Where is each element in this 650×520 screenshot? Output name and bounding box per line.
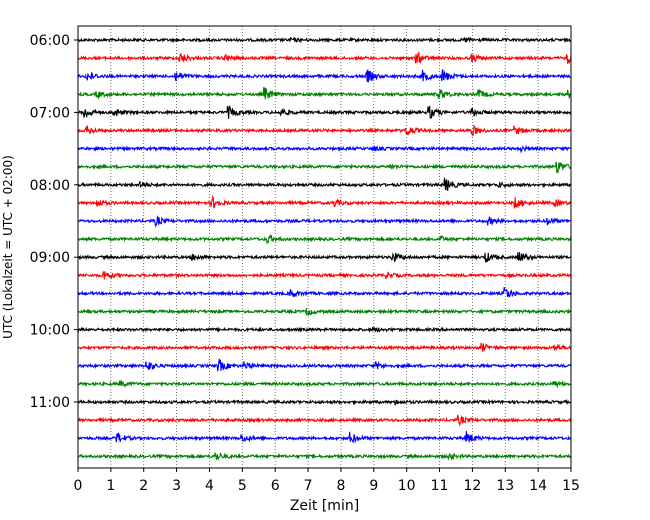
x-tick-label: 1 (106, 478, 115, 494)
x-tick-label: 10 (398, 478, 416, 494)
trace-0945 (77, 308, 572, 317)
trace-0615 (77, 51, 572, 65)
trace-0630 (77, 68, 572, 83)
trace-0930 (77, 286, 572, 298)
trace-1100 (77, 398, 572, 406)
trace-0900 (77, 252, 572, 263)
y-axis-ticks: 06:00 07:00 08:00 09:00 10:00 11:00 (30, 33, 78, 411)
x-tick-label: 8 (336, 478, 345, 494)
trace-0645 (77, 87, 572, 100)
plot-frame (77, 25, 572, 469)
trace-0915 (77, 270, 572, 280)
x-tick-label: 4 (205, 478, 214, 494)
trace-1145 (77, 451, 572, 461)
trace-1015 (77, 342, 572, 352)
y-tick-label: 11:00 (30, 395, 70, 411)
trace-0800 (77, 177, 572, 191)
trace-1030 (77, 358, 572, 372)
x-tick-label: 0 (74, 478, 83, 494)
trace-1130 (77, 430, 572, 444)
trace-0845 (77, 234, 572, 245)
y-axis-label: UTC (Lokalzeit = UTC + 02:00) (1, 155, 15, 339)
trace-0600 (77, 36, 572, 44)
trace-1000 (77, 326, 572, 333)
x-tick-label: 11 (431, 478, 449, 494)
y-tick-label: 09:00 (30, 250, 70, 266)
trace-0700 (77, 105, 572, 119)
x-axis-ticks: 0 1 2 3 4 5 6 7 8 9 10 11 12 13 14 15 (74, 468, 580, 494)
trace-0745 (77, 161, 572, 174)
y-tick-label: 08:00 (30, 178, 70, 194)
x-tick-label: 3 (172, 478, 181, 494)
x-axis-label: Zeit [min] (290, 498, 359, 514)
x-tick-label: 2 (139, 478, 148, 494)
trace-0830 (77, 215, 572, 229)
y-tick-label: 07:00 (30, 105, 70, 121)
x-tick-label: 6 (271, 478, 280, 494)
trace-1115 (77, 414, 572, 427)
x-tick-label: 13 (496, 478, 514, 494)
y-tick-label: 06:00 (30, 33, 70, 49)
x-tick-label: 15 (562, 478, 580, 494)
x-tick-label: 12 (463, 478, 481, 494)
trace-0730 (77, 144, 572, 154)
trace-0815 (77, 194, 572, 209)
trace-0715 (77, 124, 572, 137)
x-tick-label: 7 (304, 478, 313, 494)
x-tick-label: 14 (529, 478, 547, 494)
y-tick-label: 10:00 (30, 323, 70, 339)
x-tick-label: 5 (238, 478, 247, 494)
seismic-traces (77, 36, 572, 461)
trace-1045 (77, 379, 572, 389)
x-tick-label: 9 (369, 478, 378, 494)
